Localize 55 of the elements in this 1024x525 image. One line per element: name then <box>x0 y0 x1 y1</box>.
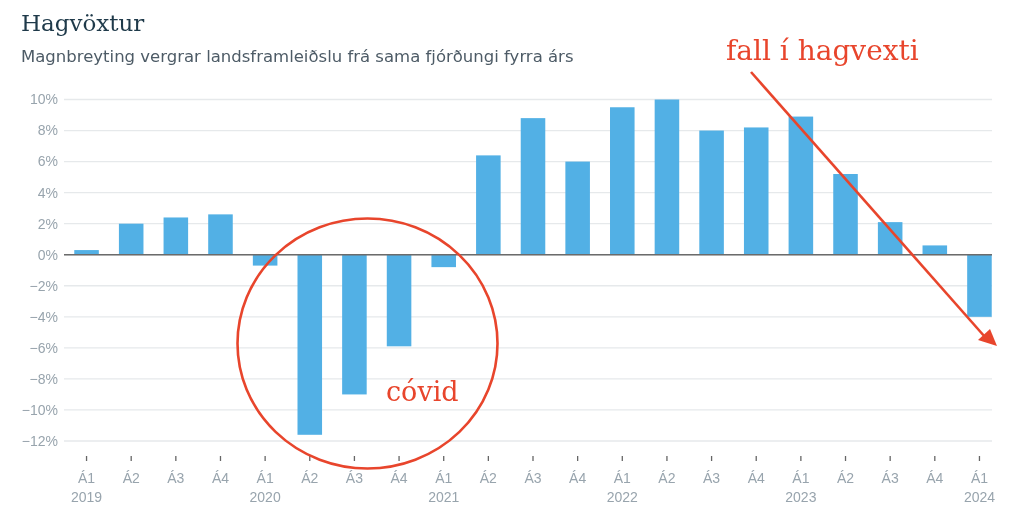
y-tick-label: 2% <box>37 215 58 232</box>
y-tick-label: −4% <box>29 308 58 325</box>
bar <box>431 254 456 268</box>
bar <box>118 223 144 255</box>
x-tick-label: Á1 2023 <box>785 470 817 505</box>
y-tick-label: 6% <box>37 153 58 170</box>
y-tick-label: −8% <box>29 370 58 387</box>
annotation: cóvid <box>386 376 459 407</box>
bar <box>610 107 635 255</box>
x-tick-label: Á4 <box>747 470 765 486</box>
bar <box>967 254 992 317</box>
text: fall í hagvexti <box>726 34 919 67</box>
bar <box>208 214 233 255</box>
x-tick-label: Á2 <box>122 470 140 486</box>
bar <box>833 174 858 255</box>
x-tick-label: Á3 <box>881 470 899 486</box>
y-tick-label: −10% <box>21 401 58 418</box>
bar <box>386 254 412 347</box>
y-tick-label: 4% <box>37 184 58 201</box>
bar <box>297 254 323 435</box>
x-tick-label: Á2 <box>301 470 319 486</box>
y-tick-label: −12% <box>21 432 58 449</box>
x-tick-label: Á3 <box>703 470 721 486</box>
y-tick-label: 0% <box>37 246 58 263</box>
x-tick-label: Á3 <box>167 470 185 486</box>
x-tick-label: Á1 2022 <box>606 470 639 505</box>
x-tick-label: Á1 2019 <box>70 470 103 505</box>
bar <box>565 161 590 255</box>
y-tick-label: 8% <box>37 122 58 139</box>
x-tick-label: Á3 <box>345 470 364 486</box>
bar <box>699 130 724 255</box>
bar <box>743 127 769 255</box>
x-tick-label: Á3 <box>524 470 542 486</box>
x-tick-label: Á4 <box>390 470 408 486</box>
x-tick-label: Á2 <box>479 470 498 486</box>
bar <box>520 118 546 255</box>
chart-title: Hagvöxtur <box>21 10 145 36</box>
x-tick-label: Á4 <box>926 470 944 486</box>
y-tick-label: 10% <box>29 91 58 108</box>
bar <box>654 99 680 255</box>
x-tick-label: Á1 2021 <box>428 470 460 505</box>
bar <box>476 155 501 255</box>
y-tick-label: −2% <box>29 277 58 294</box>
bar <box>163 217 189 255</box>
x-tick-label: Á1 2020 <box>249 470 281 505</box>
x-tick-label: Á2 <box>658 470 676 486</box>
bar <box>788 116 814 255</box>
chart-subtitle: Magnbreyting vergrar landsframleiðslu frá sama fjórðungi fyrra árs <box>21 47 574 66</box>
x-tick-label: Á4 <box>211 470 230 486</box>
bar <box>342 254 367 395</box>
y-tick-label: −6% <box>29 339 58 356</box>
x-tick-label: Á1 2024 <box>963 470 996 505</box>
x-tick-label: Á2 <box>836 470 855 486</box>
x-tick-label: Á4 <box>569 470 587 486</box>
bar <box>922 245 948 255</box>
